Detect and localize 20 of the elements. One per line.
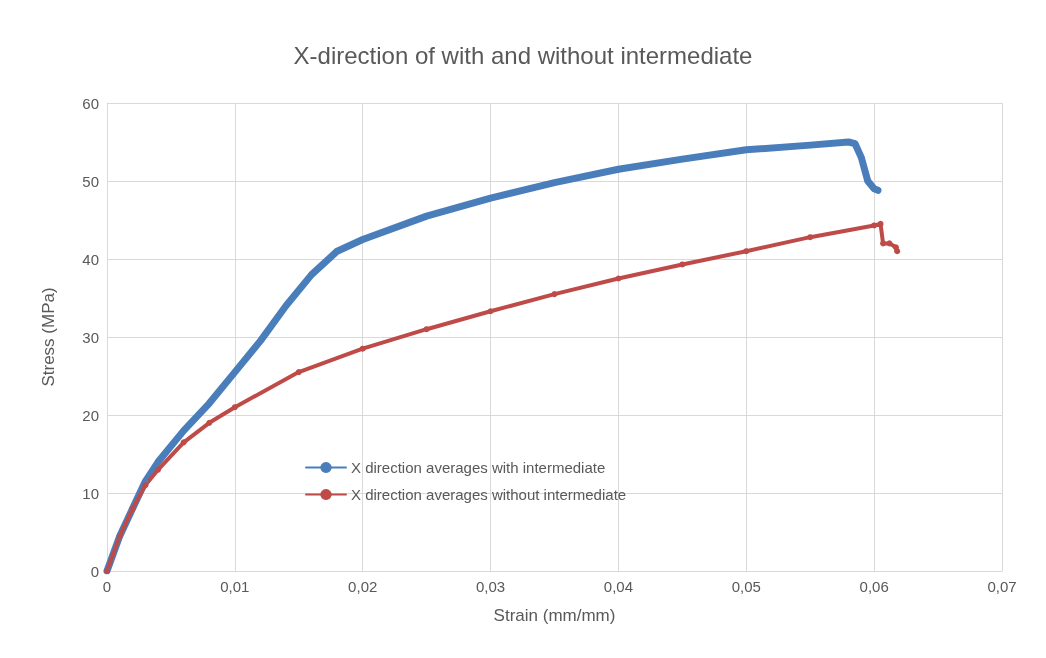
x-tick-label: 0,01	[220, 578, 250, 595]
y-tick-label: 60	[82, 94, 99, 112]
y-tick-label: 0	[90, 562, 99, 580]
y-tick-label: 50	[82, 172, 99, 190]
y-tick-label: 40	[82, 250, 99, 268]
x-tick-label: 0,06	[859, 578, 889, 595]
x-axis-title: Strain (mm/mm)	[493, 606, 616, 625]
x-tick-label: 0,05	[731, 578, 761, 595]
y-tick-label: 10	[82, 484, 99, 502]
y-axis-title: Stress (MPa)	[39, 287, 58, 387]
y-tick-label: 30	[82, 328, 99, 346]
x-tick-label: 0	[102, 578, 112, 595]
x-tick-label: 0,04	[603, 578, 634, 595]
x-tick-label: 0,03	[475, 578, 506, 595]
chart-title: X-direction of with and without intermediate	[293, 41, 753, 69]
x-tick-label: 0,07	[987, 578, 1017, 595]
legend-label: X direction averages without intermediate	[351, 486, 627, 503]
x-tick-label: 0,02	[348, 578, 378, 595]
legend-label: X direction averages with intermediate	[351, 459, 606, 476]
y-tick-label: 20	[82, 406, 99, 424]
